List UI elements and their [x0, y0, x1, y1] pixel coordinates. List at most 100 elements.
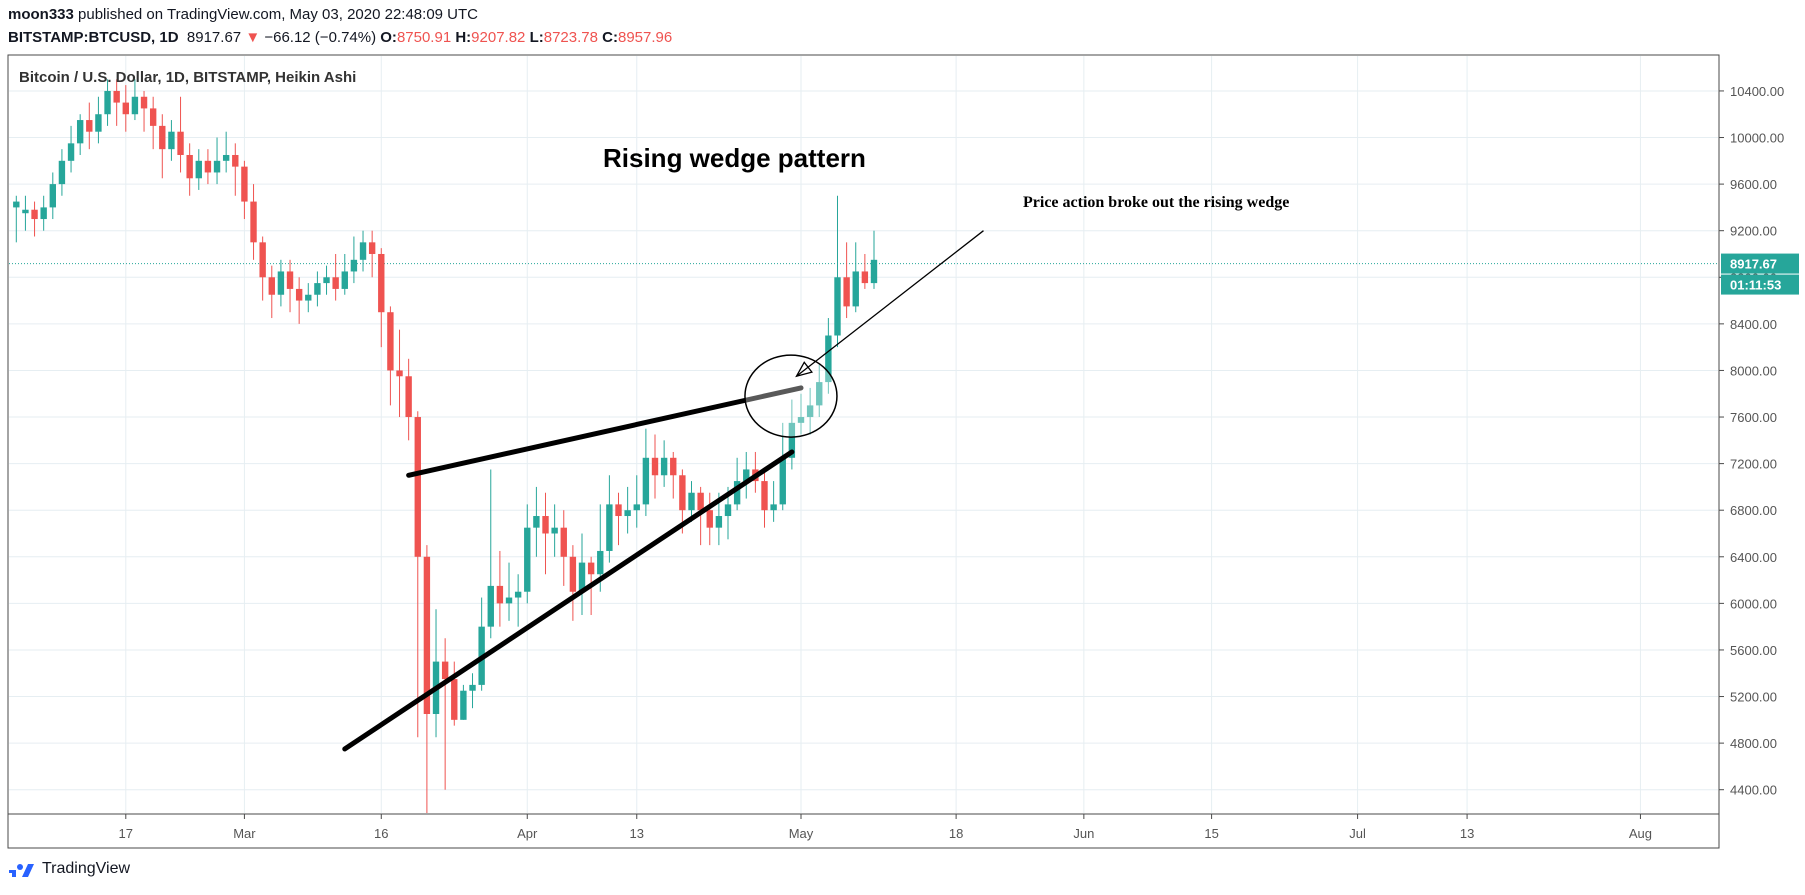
candle [350, 236, 358, 284]
candle [478, 597, 485, 691]
candle-body [624, 510, 631, 517]
candle [460, 684, 467, 720]
candle [131, 79, 139, 121]
candle [441, 638, 449, 790]
candle-body [86, 120, 93, 132]
x-tick-label: 16 [374, 826, 388, 841]
candle [624, 486, 631, 534]
candle-body [378, 253, 385, 313]
candle [113, 79, 120, 126]
publisher-name: moon333 [8, 6, 74, 23]
countdown-label: 01:11:53 [1730, 278, 1781, 293]
candle [341, 253, 348, 295]
candle-body [524, 527, 531, 592]
candle [332, 253, 339, 301]
candle-body [679, 475, 686, 511]
candle [816, 364, 823, 418]
candle [396, 329, 403, 418]
candle-body [295, 288, 303, 301]
change-value: −66.12 (−0.74%) [264, 29, 377, 46]
candle-body [213, 160, 221, 173]
candle-body [13, 201, 20, 208]
candle-body [259, 242, 266, 278]
candle-body [852, 271, 859, 307]
candle-body [414, 417, 421, 557]
candle-body [633, 504, 640, 511]
candle [806, 387, 814, 435]
candle-body [487, 585, 494, 627]
x-tick-label: 18 [949, 826, 963, 841]
candle-body [186, 154, 193, 179]
candle-body [113, 90, 120, 103]
candle [660, 440, 668, 487]
candle-body [159, 125, 166, 150]
candle [13, 195, 20, 243]
wedge-upper-line [406, 385, 804, 478]
candle [232, 143, 239, 196]
candle [451, 661, 458, 726]
open-value: 8750.91 [396, 29, 452, 46]
candle-body [834, 277, 841, 336]
candle [578, 533, 586, 616]
candle-body [606, 504, 613, 551]
x-tick-label: Apr [517, 826, 538, 841]
candle-body [250, 201, 257, 243]
candle-body [305, 294, 312, 301]
publish-text: published on TradingView.com, May 03, 20… [78, 6, 478, 23]
candle [195, 149, 202, 190]
candle [514, 574, 522, 627]
candle [314, 271, 321, 307]
change-arrow-icon: ▼ [245, 29, 261, 46]
candle-body [149, 108, 157, 126]
candle [204, 149, 212, 185]
candle [770, 481, 777, 522]
candle-body [49, 184, 56, 208]
y-tick-label: 10400.00 [1730, 84, 1784, 99]
candle [149, 96, 157, 150]
wedge-lower-line [342, 449, 795, 752]
candle-body [332, 277, 339, 289]
x-tick-label: May [789, 826, 814, 841]
candle-body [733, 481, 741, 505]
footer-brand[interactable]: TradingView [8, 860, 130, 878]
callout-circle [744, 354, 838, 438]
candle-body [560, 527, 567, 557]
candle [58, 149, 66, 196]
candle-body [615, 504, 622, 517]
x-tick-label: 13 [1460, 826, 1474, 841]
chart-title: Rising wedge pattern [603, 143, 866, 173]
candle-body [323, 277, 330, 284]
x-tick-label: 17 [119, 826, 133, 841]
candle-body [578, 562, 586, 592]
candle-body [496, 585, 504, 604]
candle [286, 259, 294, 313]
high-label: H: [455, 29, 472, 46]
candle [359, 230, 367, 272]
candle [213, 137, 221, 185]
candle [706, 492, 713, 546]
candle-body [387, 312, 394, 371]
y-tick-label: 9200.00 [1730, 224, 1777, 239]
price-axis: 4400.00 4800.00 5200.00 5600.00 6000.00 6400.… [1719, 84, 1784, 798]
x-tick-label: 13 [630, 826, 644, 841]
chart-frame [7, 54, 1720, 849]
candle-body [268, 277, 275, 295]
last-price: 8917.67 [186, 29, 242, 46]
candle [761, 469, 768, 528]
candle [268, 265, 275, 319]
callout-arrow-head [795, 361, 814, 378]
candle-body [816, 382, 823, 406]
candle-body [350, 259, 358, 272]
low-label: L: [529, 29, 544, 46]
y-tick-label: 5600.00 [1730, 643, 1777, 658]
footer-brand-text: TradingView [42, 860, 131, 877]
candle-body [195, 160, 202, 179]
candle [633, 475, 640, 528]
candle [177, 96, 184, 173]
candle-body [40, 207, 47, 220]
candle-body [405, 376, 412, 418]
candle [642, 428, 650, 517]
candle-body [870, 259, 878, 284]
candle [697, 486, 704, 546]
